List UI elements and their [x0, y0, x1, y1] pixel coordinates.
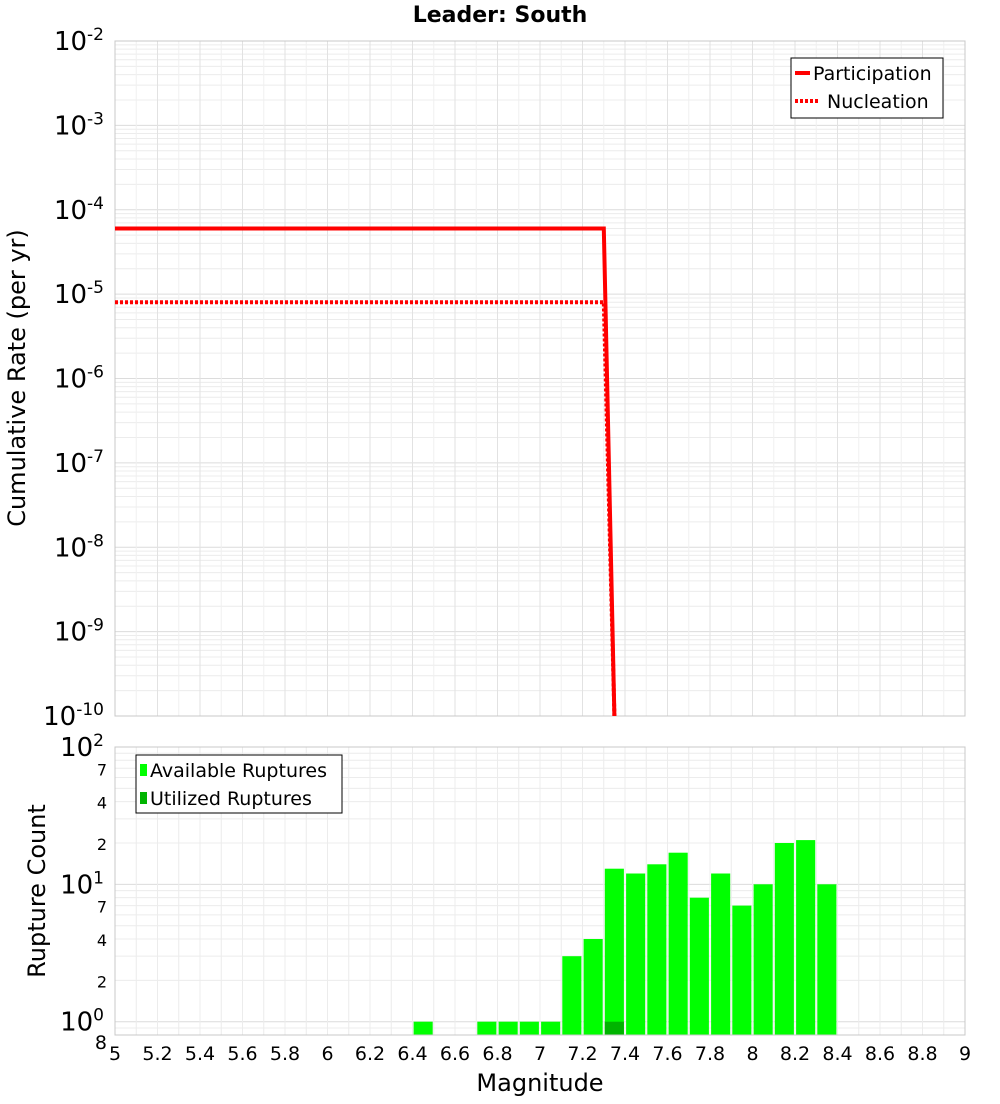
top-y-tick-label: 10-3 — [54, 109, 104, 141]
bottom-bars — [413, 840, 837, 1035]
x-tick-label: 6.4 — [397, 1043, 427, 1065]
x-tick-label: 6.6 — [440, 1043, 470, 1065]
available-ruptures-bar — [668, 852, 688, 1035]
available-ruptures-bar — [477, 1021, 497, 1035]
available-ruptures-bar — [753, 884, 773, 1035]
x-tick-label: 5.2 — [142, 1043, 172, 1065]
bottom-plot-frame — [114, 746, 966, 1036]
x-tick-label: 5.4 — [185, 1043, 215, 1065]
top-y-tick-label: 10-7 — [54, 447, 104, 479]
participation-line — [115, 226, 617, 717]
x-tick-label: 6.2 — [355, 1043, 385, 1065]
bottom-y-minor-tick-label: 4 — [97, 794, 107, 813]
top-y-tick-labels: 10-2 10-3 10-4 10-5 10-6 10-7 10-8 10-9 10-10 — [43, 25, 104, 732]
available-ruptures-bar — [413, 1021, 433, 1035]
available-ruptures-bar — [689, 897, 709, 1035]
bottom-x-tick-labels: 5 5.2 5.4 5.6 5.8 6 6.2 6.4 6.6 6.8 7 7.2 7.4 7.6 7.8 8… — [109, 1043, 971, 1065]
x-tick-label: 6.8 — [482, 1043, 512, 1065]
available-ruptures-bar — [541, 1021, 561, 1035]
x-tick-label: 7.2 — [567, 1043, 597, 1065]
legend-available-label: Available Ruptures — [150, 760, 327, 782]
x-tick-label: 7 — [534, 1043, 546, 1065]
x-axis-label: Magnitude — [476, 1069, 603, 1097]
available-ruptures-bar — [796, 840, 816, 1035]
bottom-y-minor-tick-label: 8 — [95, 1032, 107, 1054]
available-ruptures-bar — [498, 1021, 518, 1035]
bottom-y-tick-labels: 100 101 102 8 2 4 7 2 4 7 — [60, 731, 107, 1054]
available-ruptures-bar — [626, 873, 646, 1035]
bottom-y-minor-tick-label: 2 — [97, 972, 107, 991]
x-tick-label: 8.8 — [907, 1043, 937, 1065]
bottom-y-axis-label: Rupture Count — [23, 804, 51, 978]
x-tick-label: 9 — [959, 1043, 971, 1065]
x-tick-label: 5 — [109, 1043, 121, 1065]
top-legend: Participation Nucleation — [790, 57, 944, 119]
top-y-tick-label: 10-9 — [54, 616, 104, 648]
available-ruptures-bar — [774, 843, 794, 1035]
x-tick-label: 7.6 — [652, 1043, 682, 1065]
x-tick-label: 7.4 — [610, 1043, 640, 1065]
x-tick-label: 8.6 — [865, 1043, 895, 1065]
chart-title: Leader: South — [413, 3, 588, 28]
bottom-y-minor-tick-label: 7 — [97, 760, 107, 779]
top-y-tick-label: 10-5 — [54, 278, 104, 310]
top-plot-frame — [114, 40, 966, 717]
x-tick-label: 8.4 — [822, 1043, 852, 1065]
available-ruptures-bar — [562, 956, 582, 1035]
x-tick-label: 8 — [746, 1043, 758, 1065]
legend-participation-label: Participation — [813, 63, 932, 85]
bottom-y-minor-tick-label: 4 — [97, 931, 107, 950]
bottom-legend: Available Ruptures Utilized Ruptures — [135, 754, 343, 814]
bottom-y-major-tick-label: 102 — [60, 731, 104, 763]
legend-utilized-swatch — [140, 792, 147, 804]
bottom-y-major-tick-label: 101 — [60, 868, 104, 900]
bottom-y-minor-tick-label: 2 — [97, 835, 107, 854]
top-y-axis-label: Cumulative Rate (per yr) — [3, 229, 31, 527]
x-tick-label: 5.8 — [270, 1043, 300, 1065]
legend-nucleation-label: Nucleation — [827, 91, 929, 113]
top-gridlines — [114, 40, 966, 717]
available-ruptures-bar — [583, 939, 603, 1035]
available-ruptures-bar — [519, 1021, 539, 1035]
top-series-lines — [115, 226, 617, 717]
available-ruptures-bar — [604, 868, 624, 1035]
top-legend-box — [790, 57, 944, 119]
top-y-tick-label: 10-2 — [54, 25, 104, 57]
legend-available-swatch — [140, 764, 147, 776]
x-tick-label: 6 — [321, 1043, 333, 1065]
bottom-y-major-tick-label: 100 — [60, 1006, 104, 1038]
legend-utilized-label: Utilized Ruptures — [150, 788, 312, 810]
available-ruptures-bar — [711, 873, 731, 1035]
top-y-tick-label: 10-6 — [54, 363, 104, 395]
available-ruptures-bar — [732, 905, 752, 1035]
bottom-legend-box — [135, 754, 343, 814]
available-ruptures-bar — [817, 884, 837, 1035]
nucleation-line — [115, 300, 617, 717]
top-y-tick-label: 10-4 — [54, 194, 104, 226]
top-y-tick-label: 10-8 — [54, 531, 104, 563]
top-y-tick-label: 10-10 — [43, 700, 104, 732]
bottom-y-minor-tick-label: 7 — [97, 898, 107, 917]
x-tick-label: 5.6 — [227, 1043, 257, 1065]
x-tick-label: 7.8 — [695, 1043, 725, 1065]
utilized-ruptures-bar — [604, 1021, 624, 1035]
available-ruptures-bar — [647, 864, 667, 1035]
x-tick-label: 8.2 — [780, 1043, 810, 1065]
